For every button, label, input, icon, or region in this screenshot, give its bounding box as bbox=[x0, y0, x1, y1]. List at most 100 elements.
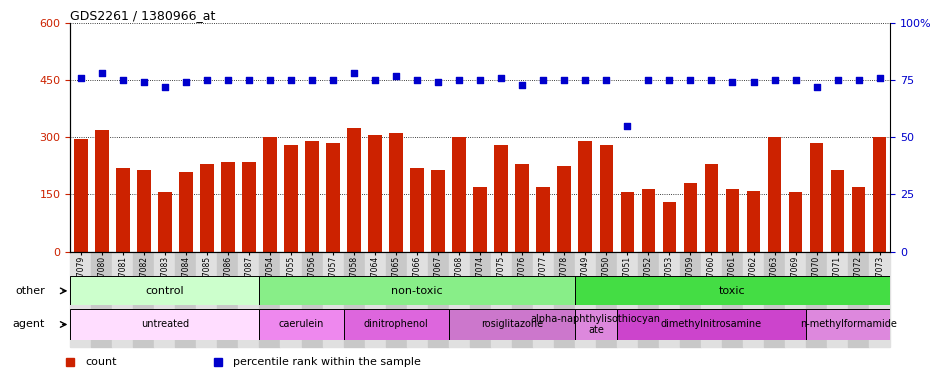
Point bbox=[115, 77, 130, 83]
Bar bbox=[595, 252, 616, 348]
Bar bbox=[448, 309, 574, 340]
Point bbox=[620, 123, 635, 129]
Bar bbox=[326, 143, 340, 252]
Point bbox=[137, 79, 152, 86]
Bar bbox=[452, 137, 465, 252]
Bar bbox=[95, 130, 109, 252]
Point bbox=[808, 84, 823, 90]
Point bbox=[409, 77, 424, 83]
Bar bbox=[574, 252, 595, 348]
Point bbox=[304, 77, 319, 83]
Bar bbox=[851, 187, 865, 252]
Bar bbox=[826, 252, 847, 348]
Point bbox=[871, 75, 886, 81]
Point bbox=[325, 77, 340, 83]
Text: percentile rank within the sample: percentile rank within the sample bbox=[232, 356, 420, 367]
Point bbox=[157, 84, 172, 90]
Bar bbox=[197, 252, 217, 348]
Bar bbox=[746, 190, 759, 252]
Point bbox=[493, 75, 508, 81]
Bar bbox=[662, 202, 676, 252]
Point bbox=[388, 73, 403, 79]
Point bbox=[262, 77, 277, 83]
Point bbox=[431, 79, 446, 86]
Text: toxic: toxic bbox=[719, 286, 745, 296]
Bar bbox=[469, 252, 490, 348]
Point bbox=[367, 77, 382, 83]
Bar bbox=[599, 145, 612, 252]
Bar bbox=[788, 192, 801, 252]
Bar bbox=[683, 183, 696, 252]
Point bbox=[535, 77, 550, 83]
Point bbox=[514, 82, 529, 88]
Bar bbox=[158, 192, 171, 252]
Bar bbox=[284, 145, 298, 252]
Bar bbox=[637, 252, 658, 348]
Bar bbox=[511, 252, 533, 348]
Text: alpha-naphthylisothiocyan
ate: alpha-naphthylisothiocyan ate bbox=[531, 314, 660, 335]
Bar bbox=[133, 252, 154, 348]
Bar bbox=[700, 252, 722, 348]
Point bbox=[346, 70, 361, 76]
Bar bbox=[386, 252, 406, 348]
Bar bbox=[616, 309, 805, 340]
Bar bbox=[175, 252, 197, 348]
Bar bbox=[724, 189, 739, 252]
Text: GDS2261 / 1380966_at: GDS2261 / 1380966_at bbox=[70, 9, 215, 22]
Bar bbox=[200, 164, 213, 252]
Point bbox=[451, 77, 466, 83]
Point bbox=[682, 77, 697, 83]
Text: untreated: untreated bbox=[140, 319, 189, 329]
Point bbox=[745, 79, 760, 86]
Point bbox=[220, 77, 235, 83]
Bar bbox=[722, 252, 742, 348]
Bar bbox=[533, 252, 553, 348]
Bar bbox=[259, 276, 574, 305]
Point bbox=[829, 77, 844, 83]
Bar bbox=[578, 141, 592, 252]
Text: non-toxic: non-toxic bbox=[391, 286, 443, 296]
Text: control: control bbox=[145, 286, 184, 296]
Bar bbox=[515, 164, 529, 252]
Point bbox=[787, 77, 802, 83]
Point bbox=[241, 77, 256, 83]
Bar bbox=[154, 252, 175, 348]
Bar bbox=[431, 170, 445, 252]
Bar bbox=[241, 162, 256, 252]
Point bbox=[284, 77, 299, 83]
Bar bbox=[368, 136, 382, 252]
Bar bbox=[280, 252, 301, 348]
Bar bbox=[179, 172, 193, 252]
Bar bbox=[406, 252, 427, 348]
Bar bbox=[490, 252, 511, 348]
Bar bbox=[536, 187, 549, 252]
Bar bbox=[871, 137, 885, 252]
Bar bbox=[680, 252, 700, 348]
Bar bbox=[410, 168, 423, 252]
Bar bbox=[344, 252, 364, 348]
Bar bbox=[259, 252, 280, 348]
Bar bbox=[238, 252, 259, 348]
Point bbox=[199, 77, 214, 83]
Point bbox=[556, 77, 571, 83]
Bar bbox=[388, 134, 402, 252]
Bar bbox=[494, 145, 507, 252]
Bar bbox=[704, 164, 718, 252]
Point bbox=[73, 75, 88, 81]
Bar bbox=[658, 252, 680, 348]
Bar bbox=[805, 252, 826, 348]
Text: dimethylnitrosamine: dimethylnitrosamine bbox=[660, 319, 761, 329]
Bar bbox=[322, 252, 344, 348]
Bar bbox=[427, 252, 448, 348]
Point bbox=[472, 77, 487, 83]
Point bbox=[724, 79, 739, 86]
Point bbox=[598, 77, 613, 83]
Bar bbox=[91, 252, 112, 348]
Point bbox=[578, 77, 592, 83]
Bar bbox=[217, 252, 238, 348]
Bar bbox=[305, 141, 318, 252]
Bar bbox=[347, 128, 360, 252]
Bar bbox=[742, 252, 763, 348]
Bar bbox=[263, 137, 276, 252]
Bar bbox=[301, 252, 322, 348]
